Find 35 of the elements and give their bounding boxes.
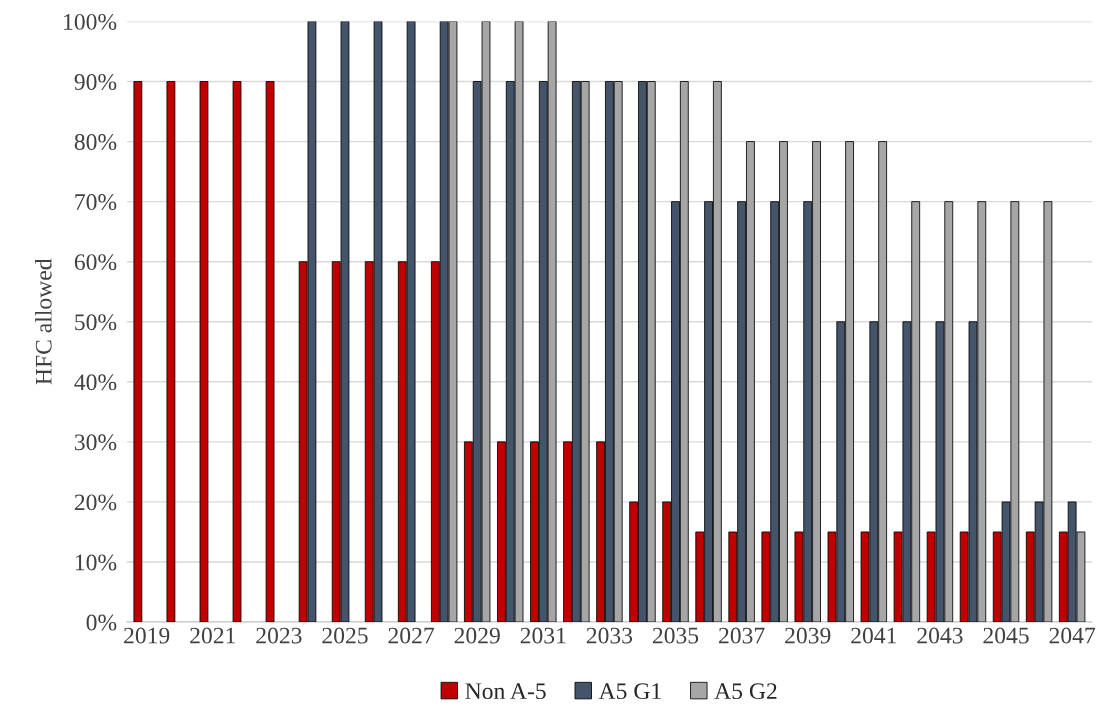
x-tick-label: 2045 xyxy=(983,627,1029,644)
x-tick-label: 2019 xyxy=(124,627,170,644)
legend-label: A5 G1 xyxy=(598,683,661,700)
y-tick-label: 20% xyxy=(74,494,117,511)
y-tick-label: 90% xyxy=(74,74,117,91)
x-tick-label: 2033 xyxy=(586,627,633,644)
y-tick-label: 30% xyxy=(74,434,117,451)
x-tick-label: 2023 xyxy=(256,627,302,644)
bar xyxy=(166,81,176,623)
bar xyxy=(199,81,209,623)
bar xyxy=(133,81,143,623)
bar xyxy=(232,81,242,623)
legend-label: Non A-5 xyxy=(465,683,546,700)
x-tick-label: 2031 xyxy=(520,627,566,644)
x-tick-label: 2047 xyxy=(1049,627,1096,644)
y-tick-label: 70% xyxy=(75,194,117,211)
bar xyxy=(265,81,275,623)
y-tick-label: 40% xyxy=(74,374,117,391)
x-tick-label: 2025 xyxy=(322,627,368,644)
x-tick-label: 2027 xyxy=(388,627,435,644)
x-tick-label: 2035 xyxy=(652,627,699,644)
y-tick-label: 50% xyxy=(75,314,117,331)
y-tick-label: 0% xyxy=(86,614,117,631)
x-tick-label: 2021 xyxy=(190,627,235,644)
y-tick-label: 60% xyxy=(74,254,117,271)
y-tick-label: 10% xyxy=(75,554,117,571)
y-axis-title: HFC allowed xyxy=(35,258,52,385)
y-tick-label: 80% xyxy=(74,134,117,151)
x-tick-label: 2029 xyxy=(454,627,500,644)
x-tick-label: 2041 xyxy=(851,627,897,644)
x-tick-label: 2037 xyxy=(719,627,765,644)
x-tick-label: 2039 xyxy=(785,627,831,644)
y-tick-label: 100% xyxy=(64,13,117,30)
x-tick-label: 2043 xyxy=(917,627,963,644)
legend-label: A5 G2 xyxy=(714,683,777,700)
